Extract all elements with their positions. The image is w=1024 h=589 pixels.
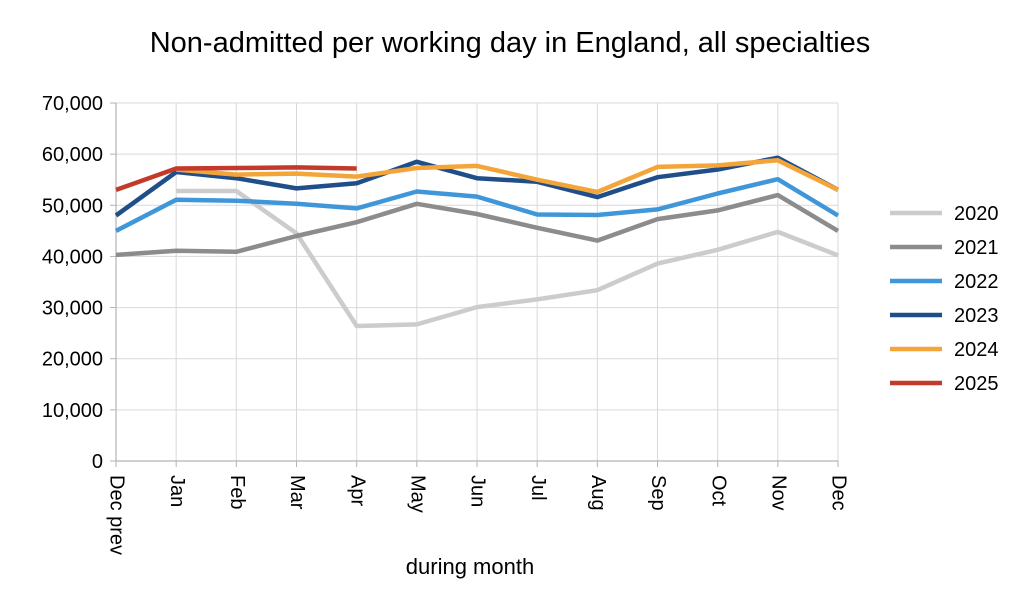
- series-line-2020: [176, 188, 839, 329]
- legend-label-2024: 2024: [954, 339, 999, 361]
- x-tick-label: Apr: [346, 475, 368, 506]
- x-tick-label: Jul: [527, 475, 549, 501]
- y-tick-label: 10,000: [42, 400, 103, 422]
- y-tick-label: 40,000: [42, 246, 103, 268]
- series-line-2024: [176, 158, 839, 195]
- legend-label-2025: 2025: [954, 373, 999, 395]
- x-tick-label: Oct: [707, 475, 729, 507]
- x-tick-label: Sep: [647, 475, 669, 511]
- x-tick-label: Aug: [587, 475, 609, 511]
- x-tick-label: Feb: [226, 475, 248, 509]
- y-tick-label: 30,000: [42, 298, 103, 320]
- x-tick-label: Jun: [467, 475, 489, 507]
- x-axis-label: during month: [406, 554, 534, 579]
- legend-label-2021: 2021: [954, 237, 999, 259]
- y-tick-label: 70,000: [42, 93, 103, 115]
- x-tick-label: Mar: [286, 475, 308, 510]
- y-tick-label: 0: [92, 451, 103, 473]
- y-tick-label: 60,000: [42, 144, 103, 166]
- x-tick-label: Nov: [768, 475, 790, 511]
- y-axis-ticks: 0 10,000 20,000 30,000 40,000 50,000 60,000 70,…: [42, 93, 116, 473]
- x-tick-label: May: [407, 475, 429, 513]
- legend-label-2020: 2020: [954, 203, 999, 225]
- x-tick-label: Dec: [828, 475, 850, 511]
- y-tick-label: 50,000: [42, 195, 103, 217]
- gridlines: [115, 102, 839, 462]
- series-line-2022: [114, 176, 840, 233]
- series-line-2021: [115, 192, 840, 258]
- x-axis-ticks: Dec prev Jan Feb Mar Apr May Jun Jul Aug Sep Oct No…: [106, 461, 850, 555]
- legend: 2020 2021 2022 2023 2024 2025: [890, 203, 999, 395]
- x-tick-label: Dec prev: [106, 475, 128, 555]
- chart-title: Non-admitted per working day in England,…: [150, 27, 871, 59]
- y-tick-label: 20,000: [42, 349, 103, 371]
- legend-label-2022: 2022: [954, 271, 999, 293]
- x-tick-label: Jan: [166, 475, 188, 507]
- series-line-2025: [115, 165, 357, 193]
- series-lines: [114, 155, 840, 329]
- legend-label-2023: 2023: [954, 305, 999, 327]
- series-line-2023: [114, 155, 840, 218]
